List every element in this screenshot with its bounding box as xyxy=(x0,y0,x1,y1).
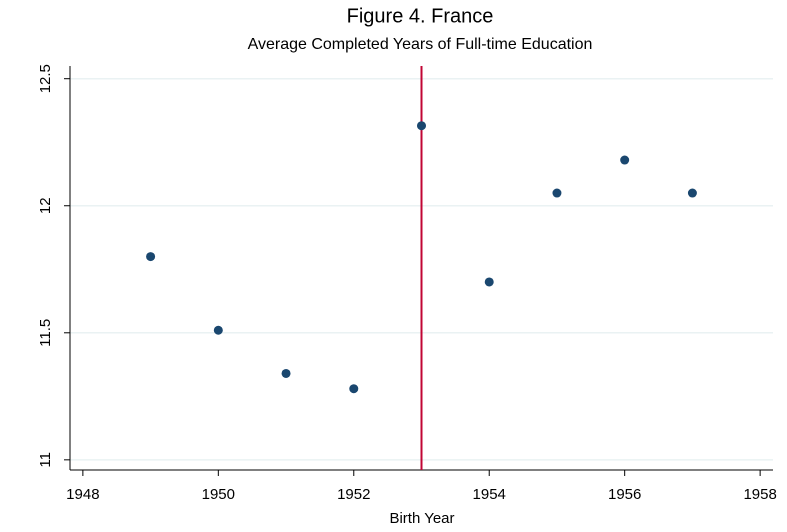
point xyxy=(484,277,494,287)
point xyxy=(620,155,630,165)
y-tick-label: 12 xyxy=(37,197,54,214)
point xyxy=(687,188,697,198)
point xyxy=(213,325,223,335)
y-tick-label: 11.5 xyxy=(37,319,54,347)
x-tick-label: 1956 xyxy=(608,486,641,503)
point xyxy=(552,188,562,198)
y-tick-label: 11 xyxy=(37,452,54,468)
x-tick-label: 1952 xyxy=(337,486,370,503)
x-tick-label: 1948 xyxy=(66,486,99,503)
chart-title: Figure 4. France xyxy=(347,5,494,27)
point xyxy=(146,252,156,262)
x-tick-label: 1954 xyxy=(473,486,506,503)
point xyxy=(349,384,359,394)
x-axis-label: Birth Year xyxy=(389,510,454,527)
x-tick-label: 1958 xyxy=(743,486,776,503)
point xyxy=(281,368,291,378)
x-tick-label: 1950 xyxy=(202,486,235,503)
point xyxy=(417,121,426,131)
chart-subtitle: Average Completed Years of Full-time Edu… xyxy=(248,36,593,53)
y-tick-label: 12.5 xyxy=(37,64,54,93)
